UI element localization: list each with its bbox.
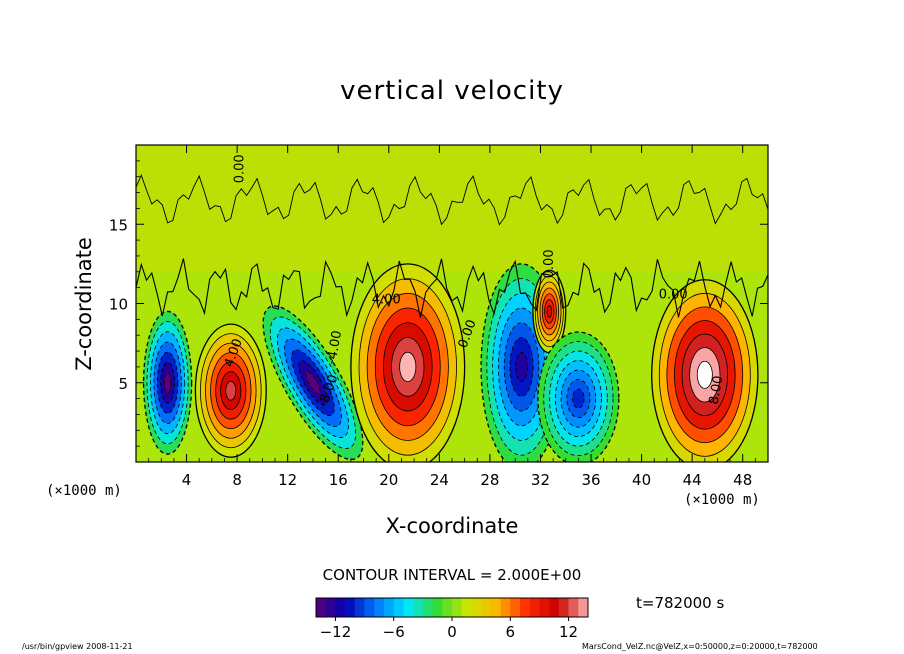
- upper-band: [136, 145, 768, 272]
- contour-label: 0.00: [659, 288, 688, 303]
- colorbar-swatch: [442, 598, 453, 617]
- colorbar-swatch: [374, 598, 385, 617]
- x-tick-label: 40: [632, 471, 651, 489]
- x-tick-label: 36: [581, 471, 600, 489]
- contour-interval-label: CONTOUR INTERVAL = 2.000E+00: [322, 566, 582, 584]
- velocity-cell: [532, 269, 567, 354]
- contour-label: 8.00: [707, 375, 727, 406]
- plot-area: [136, 145, 768, 462]
- velocity-cell: [537, 331, 620, 462]
- colorbar-swatch: [354, 598, 365, 617]
- colorbar-swatch: [558, 598, 569, 617]
- time-label: t=782000 s: [636, 594, 725, 612]
- contour-shell: [305, 371, 321, 395]
- colorbar-tick-label: −12: [320, 623, 352, 641]
- x-tick-label: 44: [683, 471, 702, 489]
- colorbar: [315, 597, 589, 618]
- chart-title: vertical velocity: [340, 76, 564, 106]
- colorbar-swatch: [364, 598, 375, 617]
- y-tick-label: 15: [109, 216, 128, 234]
- x-axis-label-text: X-coordinate: [385, 514, 519, 538]
- colorbar-swatch: [481, 598, 492, 617]
- velocity-cell: [651, 279, 759, 462]
- x-unit-label-left: (×1000 m): [46, 483, 122, 499]
- colorbar-swatch: [325, 598, 336, 617]
- colorbar-swatch: [461, 598, 472, 617]
- colorbar-tick-label: 6: [506, 623, 516, 641]
- x-tick-label: 16: [329, 471, 348, 489]
- x-tick-label: 32: [531, 471, 550, 489]
- colorbar-swatch: [520, 598, 531, 617]
- colorbar-swatch: [393, 598, 404, 617]
- contour-shell: [515, 351, 528, 383]
- x-axis-label: X-coordinate: [0, 514, 904, 538]
- upper-contour-line: [136, 173, 768, 226]
- velocity-cell: [262, 305, 364, 461]
- x-tick-label: 12: [278, 471, 297, 489]
- x-tick-label: 4: [182, 471, 192, 489]
- contour-label: -4.00: [324, 329, 345, 365]
- x-tick-label: 8: [232, 471, 242, 489]
- colorbar-swatch: [471, 598, 482, 617]
- colorbar-swatch: [345, 598, 356, 617]
- zero-contour-line: [136, 258, 768, 318]
- colorbar-swatch: [500, 598, 511, 617]
- colorbar-swatch: [335, 598, 346, 617]
- contour-shell: [546, 305, 553, 318]
- x-tick-label: 28: [480, 471, 499, 489]
- contour-shell: [399, 351, 417, 383]
- y-tick-label: 10: [109, 296, 128, 314]
- x-tick-label: 48: [733, 471, 752, 489]
- colorbar-tick-label: 12: [559, 623, 578, 641]
- contour-label: 4.00: [372, 293, 401, 308]
- x-tick-label: 20: [379, 471, 398, 489]
- colorbar-tick-label: −6: [383, 623, 405, 641]
- colorbar-swatch: [549, 598, 560, 617]
- colorbar-swatch: [510, 598, 521, 617]
- colorbar-swatch: [539, 598, 550, 617]
- footer-left-text: /usr/bin/gpview 2008-11-21: [22, 642, 133, 651]
- colorbar-swatch: [413, 598, 424, 617]
- contour-shell: [225, 380, 237, 401]
- colorbar-swatch: [432, 598, 443, 617]
- colorbar-swatch: [384, 598, 395, 617]
- colorbar-swatch: [578, 598, 589, 617]
- colorbar-swatch: [452, 598, 463, 617]
- colorbar-swatch: [490, 598, 501, 617]
- colorbar-swatch: [422, 598, 433, 617]
- contour-shell: [696, 360, 713, 389]
- contour-label: 0.00: [542, 249, 557, 278]
- velocity-cell: [142, 310, 193, 455]
- y-tick-label: 5: [118, 375, 128, 393]
- x-tick-label: 24: [430, 471, 449, 489]
- colorbar-tick-label: 0: [447, 623, 457, 641]
- velocity-cell: [194, 323, 267, 458]
- colorbar-swatch: [403, 598, 414, 617]
- colorbar-swatch: [529, 598, 540, 617]
- colorbar-swatch: [316, 598, 327, 617]
- footer-right-text: MarsCond_VelZ.nc@VelZ,x=0:50000,z=0:2000…: [582, 642, 818, 651]
- velocity-cell: [350, 263, 466, 462]
- contour-label: 0.00: [232, 154, 247, 183]
- colorbar-swatch: [568, 598, 579, 617]
- contour-shell: [572, 388, 585, 409]
- x-unit-label-right: (×1000 m): [684, 492, 760, 508]
- contour-shell: [163, 372, 172, 394]
